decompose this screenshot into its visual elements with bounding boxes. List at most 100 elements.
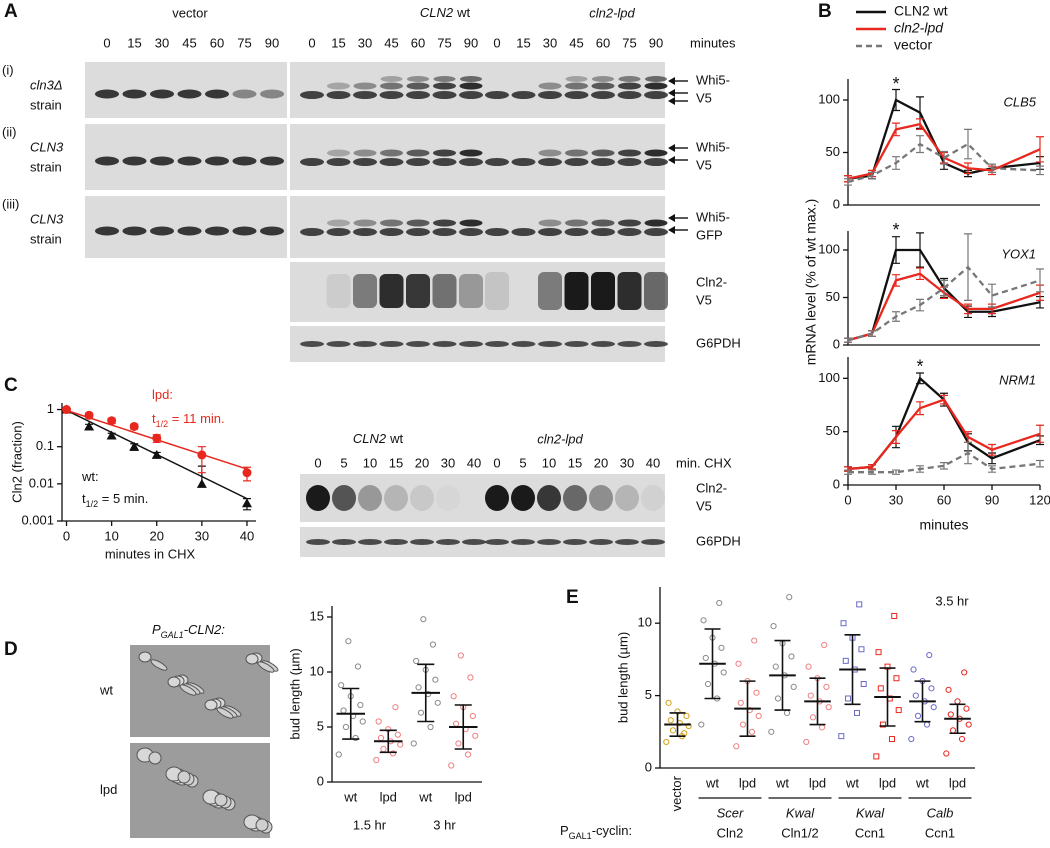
band [644, 219, 668, 227]
band [538, 219, 562, 227]
point [685, 722, 692, 730]
cell [138, 651, 152, 663]
band [327, 82, 350, 90]
lane-label: 60 [210, 35, 224, 50]
band [353, 274, 377, 308]
error-bar [1036, 424, 1044, 443]
lane-label: 5 [340, 455, 347, 470]
band [432, 228, 457, 236]
y-tick-label: 100 [818, 241, 840, 256]
band [95, 226, 119, 236]
point [825, 704, 832, 711]
point [807, 692, 814, 699]
band [615, 485, 639, 511]
point [342, 723, 350, 731]
note-part: 1/2 [86, 499, 99, 509]
lane-label: 10 [542, 455, 556, 470]
sd-bar [949, 703, 966, 735]
point [457, 652, 464, 659]
band [406, 82, 430, 90]
band [260, 89, 284, 99]
point [357, 701, 364, 709]
band [459, 149, 483, 157]
x-tick-label: wt [775, 775, 789, 790]
lane-label: 5 [519, 455, 526, 470]
band [591, 228, 615, 236]
error-bar [892, 236, 900, 264]
note-part: t [82, 491, 86, 506]
image-row-label: wt [99, 682, 113, 697]
protein-label: V5 [696, 292, 712, 307]
point [667, 717, 674, 724]
sd-bar [454, 704, 472, 750]
point [392, 704, 399, 711]
band [358, 539, 382, 545]
y-tick-label: 10 [638, 615, 652, 630]
group-label-part: CLN2 [353, 431, 387, 446]
band [260, 226, 284, 236]
point [665, 699, 672, 706]
error-bar [892, 430, 900, 444]
y-axis-label: Cln2 (fraction) [9, 421, 24, 503]
band [511, 539, 535, 545]
x-tick-label: wt [705, 775, 719, 790]
point [908, 735, 915, 743]
point [84, 410, 94, 420]
x-axis-label: minutes [919, 517, 968, 533]
point [196, 478, 207, 488]
lane-label: 45 [384, 35, 398, 50]
band [379, 228, 404, 236]
arrow-head [668, 77, 675, 85]
point [720, 669, 727, 676]
band [459, 219, 483, 227]
band [177, 156, 202, 166]
point [858, 646, 865, 653]
band [618, 82, 641, 90]
note-part: wt: [81, 469, 99, 484]
point [394, 731, 401, 738]
band [406, 228, 430, 236]
error-bar [940, 394, 948, 405]
lane-label: 30 [155, 35, 169, 50]
gene-label: CLB5 [1003, 94, 1036, 109]
point [748, 728, 756, 735]
lane-label: 0 [103, 35, 110, 50]
band [150, 89, 174, 99]
point [840, 620, 847, 627]
band [617, 228, 642, 236]
y-tick-label: 0 [833, 196, 840, 211]
lane-label: 60 [411, 35, 425, 50]
band [300, 228, 324, 236]
band [379, 274, 404, 308]
point [84, 421, 95, 431]
y-tick-label: 0 [645, 759, 652, 774]
band [563, 485, 587, 511]
band [433, 82, 456, 90]
point [751, 637, 758, 644]
point [965, 721, 972, 728]
band [433, 76, 456, 82]
error-bar [868, 464, 876, 470]
cell [177, 770, 191, 784]
band [406, 91, 430, 99]
strain-label: strain [30, 231, 62, 246]
legend-label: cln2-lpd [894, 20, 944, 36]
lane-label: 75 [437, 35, 451, 50]
band [564, 158, 589, 166]
arrow-head [668, 89, 675, 97]
band [353, 82, 377, 90]
note-part: t [152, 411, 156, 426]
band [380, 82, 403, 90]
band [150, 156, 174, 166]
point [450, 693, 457, 700]
sd-bar [704, 628, 721, 700]
annotation: * [916, 356, 923, 376]
y-tick-label: 0 [317, 773, 324, 788]
band [177, 226, 202, 236]
cell [216, 707, 234, 719]
note-part: = 11 min. [168, 411, 224, 426]
band [565, 82, 588, 90]
panel-letter: E [566, 587, 579, 608]
band [306, 539, 330, 545]
